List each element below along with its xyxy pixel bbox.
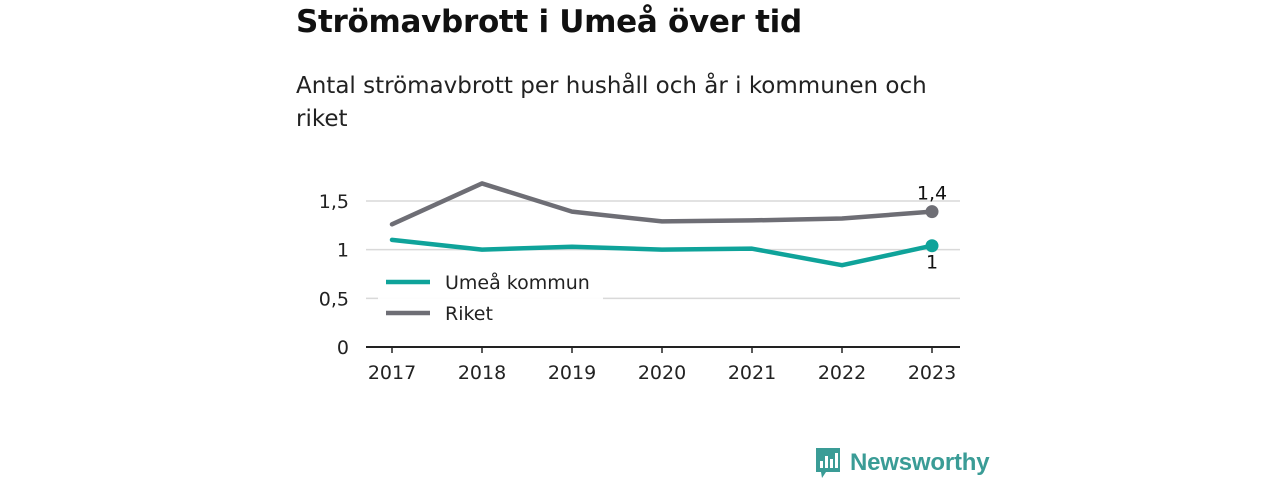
series-line-umea: [389, 237, 935, 268]
y-tick-label: 1: [337, 240, 349, 262]
x-tick-label: 2019: [548, 362, 596, 384]
data-labels: 1,41: [917, 183, 947, 274]
brand-name: Newsworthy: [850, 449, 990, 476]
end-label-umea: 1: [926, 252, 938, 274]
y-tick-label: 0,5: [319, 288, 349, 310]
x-tick-label: 2021: [728, 362, 776, 384]
x-tick-label: 2020: [638, 362, 686, 384]
legend-label-umea: Umeå kommun: [445, 271, 590, 294]
series-line-riket: [389, 181, 935, 227]
y-tick-label: 0: [337, 337, 349, 359]
legend-label-riket: Riket: [445, 303, 493, 325]
legend: Umeå kommun Riket: [378, 266, 603, 330]
end-label-riket: 1,4: [917, 183, 947, 205]
data-point-umea: [925, 239, 939, 253]
y-tick-label: 1,5: [319, 191, 349, 213]
axes: 0 0,5 1 1,5 2017 2018 2019 2020 2021 2022 2023: [319, 191, 960, 384]
x-tick-label: 2017: [368, 362, 416, 384]
x-tick-label: 2023: [908, 362, 956, 384]
x-tick-label: 2018: [458, 362, 506, 384]
data-point-riket: [925, 205, 939, 219]
series-lines: [389, 181, 939, 268]
chart-subtitle: Antal strömavbrott per hushåll och år i …: [296, 73, 927, 132]
legend-background: [378, 266, 603, 330]
chart-title: Strömavbrott i Umeå över tid: [296, 4, 802, 40]
x-tick-label: 2022: [818, 362, 866, 384]
newsworthy-logo-icon: [816, 448, 840, 478]
newsworthy-logo: Newsworthy: [814, 446, 990, 480]
